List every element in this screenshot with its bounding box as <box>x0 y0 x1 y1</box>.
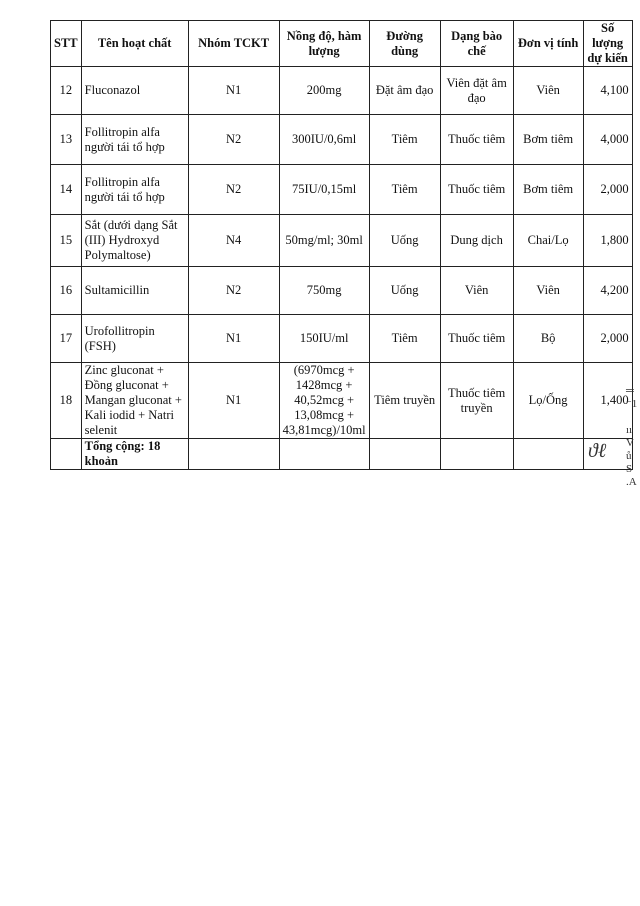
table-row: 17 Urofollitropin (FSH) N1 150IU/ml Tiêm Thuố… <box>50 314 633 363</box>
cell-unit: Lọ/Ống <box>512 362 584 439</box>
cell-group: N1 <box>187 362 280 439</box>
cell-group: N1 <box>187 314 280 363</box>
cell-concentration: 300IU/0,6ml <box>278 114 370 165</box>
header-concentration: Nồng độ, hàm lượng <box>278 20 370 67</box>
header-row: STT Tên hoạt chất Nhóm TCKT Nồng độ, hàm… <box>50 20 633 67</box>
cell-quantity: 4,200 <box>582 266 633 315</box>
cell-quantity: 1,800 <box>582 214 633 267</box>
header-route: Đường dùng <box>368 20 441 67</box>
cell-form: Thuốc tiêm <box>439 114 514 165</box>
cell-stt: 18 <box>50 362 82 439</box>
cell-stt: 13 <box>50 114 82 165</box>
cell-name: Follitropin alfa người tái tổ hợp <box>80 114 189 165</box>
cell-group: N2 <box>187 114 280 165</box>
cell-route: Tiêm <box>368 314 441 363</box>
cell-unit: Viên <box>512 66 584 115</box>
cell-group: N4 <box>187 214 280 267</box>
cell-route: Tiêm <box>368 164 441 215</box>
cell-unit: Viên <box>512 266 584 315</box>
cell-name: Urofollitropin (FSH) <box>80 314 189 363</box>
empty-cell <box>278 438 370 470</box>
cell-quantity: 4,000 <box>582 114 633 165</box>
cell-name: Fluconazol <box>80 66 189 115</box>
header-form: Dạng bào chế <box>439 20 514 67</box>
empty-cell <box>512 438 584 470</box>
cell-concentration: (6970mcg + 1428mcg + 40,52mcg + 13,08mcg… <box>278 362 370 439</box>
cell-stt: 17 <box>50 314 82 363</box>
table-row: 16 Sultamicillin N2 750mg Uống Viên Viên 4,200 <box>50 266 633 315</box>
cell-unit: Bộ <box>512 314 584 363</box>
cell-form: Thuốc tiêm <box>439 314 514 363</box>
header-quantity: Số lượng dự kiến <box>582 20 633 67</box>
header-name: Tên hoạt chất <box>80 20 189 67</box>
header-unit: Đơn vị tính <box>512 20 584 67</box>
cell-stt: 16 <box>50 266 82 315</box>
empty-cell <box>368 438 441 470</box>
cell-name: Zinc gluconat + Đồng gluconat + Mangan g… <box>80 362 189 439</box>
cell-concentration: 75IU/0,15ml <box>278 164 370 215</box>
cell-quantity: 4,100 <box>582 66 633 115</box>
header-stt: STT <box>50 20 82 67</box>
cell-form: Thuốc tiêm truyền <box>439 362 514 439</box>
cell-route: Tiêm <box>368 114 441 165</box>
cell-concentration: 150IU/ml <box>278 314 370 363</box>
cell-quantity: 1,400 <box>582 362 633 439</box>
cell-group: N1 <box>187 66 280 115</box>
cell-group: N2 <box>187 266 280 315</box>
cell-unit: Bơm tiêm <box>512 164 584 215</box>
signature-mark: ϑℓ <box>588 440 607 462</box>
empty-cell <box>50 438 82 470</box>
empty-cell <box>187 438 280 470</box>
cell-stt: 14 <box>50 164 82 215</box>
table-row: 15 Sắt (dưới dạng Sắt (III) Hydroxyd Poly… <box>50 214 633 267</box>
cell-quantity: 2,000 <box>582 164 633 215</box>
cell-concentration: 200mg <box>278 66 370 115</box>
table-row: 14 Follitropin alfa người tái tổ hợp N2 75I… <box>50 164 633 215</box>
header-group: Nhóm TCKT <box>187 20 280 67</box>
cell-form: Viên đặt âm đạo <box>439 66 514 115</box>
cell-form: Thuốc tiêm <box>439 164 514 215</box>
table-row: 13 Follitropin alfa người tái tổ hợp N2 300… <box>50 114 633 165</box>
cell-route: Uống <box>368 214 441 267</box>
cell-quantity: 2,000 <box>582 314 633 363</box>
cell-concentration: 750mg <box>278 266 370 315</box>
total-label: Tổng cộng: 18 khoản <box>80 438 189 470</box>
empty-cell <box>439 438 514 470</box>
cell-route: Tiêm truyền <box>368 362 441 439</box>
cell-stt: 15 <box>50 214 82 267</box>
cell-form: Viên <box>439 266 514 315</box>
cell-concentration: 50mg/ml; 30ml <box>278 214 370 267</box>
cell-name: Sắt (dưới dạng Sắt (III) Hydroxyd Polyma… <box>80 214 189 267</box>
cell-name: Follitropin alfa người tái tổ hợp <box>80 164 189 215</box>
drug-table: STT Tên hoạt chất Nhóm TCKT Nồng độ, hàm… <box>50 20 633 470</box>
cell-group: N2 <box>187 164 280 215</box>
cell-stt: 12 <box>50 66 82 115</box>
empty-cell <box>582 438 633 470</box>
cell-route: Đặt âm đạo <box>368 66 441 115</box>
cell-route: Uống <box>368 266 441 315</box>
cell-form: Dung dịch <box>439 214 514 267</box>
total-row: Tổng cộng: 18 khoản <box>50 438 633 470</box>
table-row: 18 Zinc gluconat + Đồng gluconat + Mangan… <box>50 362 633 439</box>
cell-unit: Bơm tiêm <box>512 114 584 165</box>
cell-name: Sultamicillin <box>80 266 189 315</box>
cell-unit: Chai/Lọ <box>512 214 584 267</box>
table-row: 12 Fluconazol N1 200mg Đặt âm đạo Viên đặt âm… <box>50 66 633 115</box>
